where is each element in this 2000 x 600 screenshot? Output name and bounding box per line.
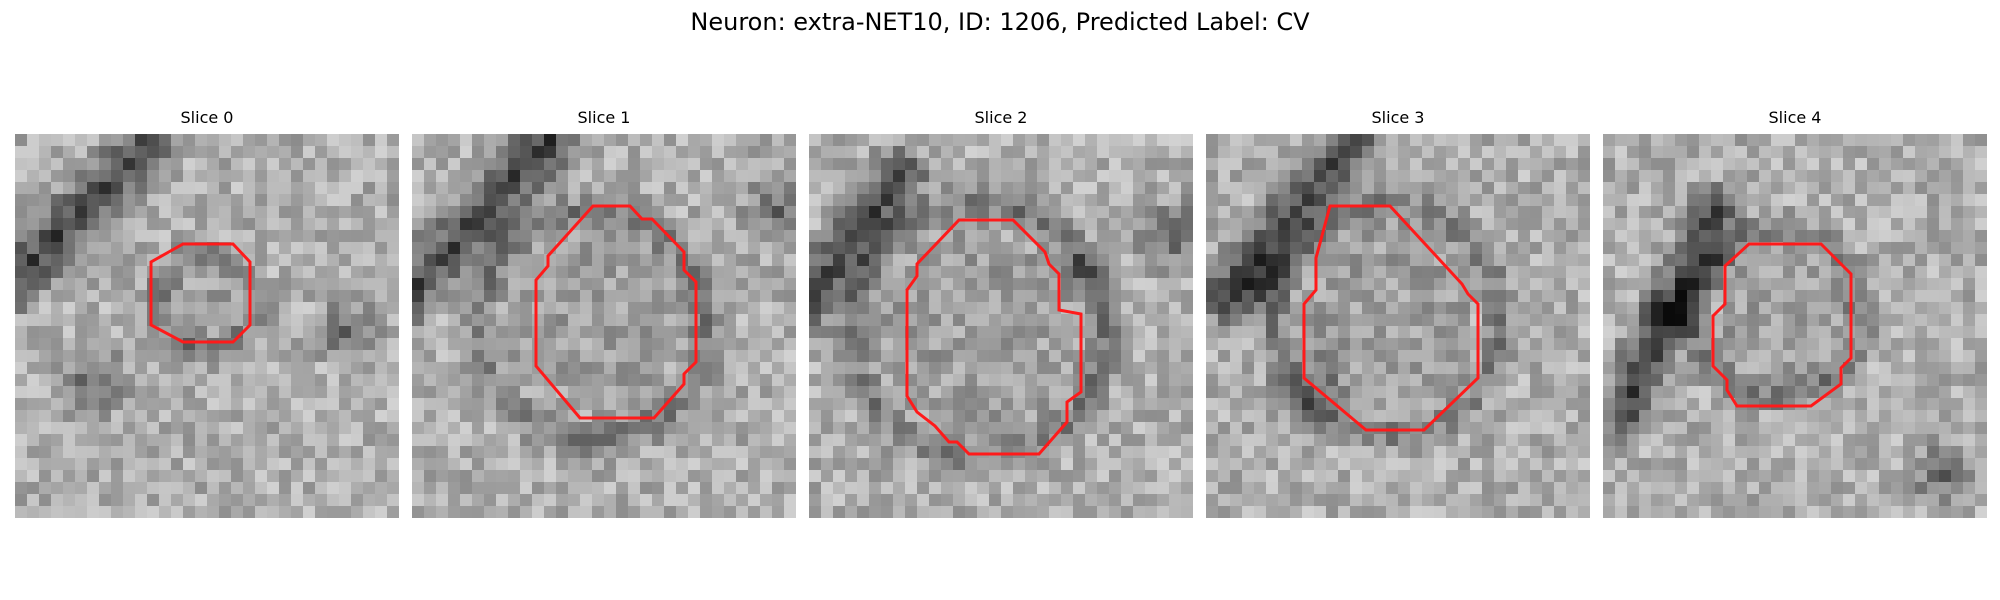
contour-overlay (905, 218, 1083, 456)
contour-overlay (1711, 242, 1853, 408)
roi-contour (905, 218, 1083, 456)
contour-overlay (1302, 204, 1480, 432)
roi-contour (149, 242, 252, 344)
slice-panel: Slice 1 (412, 108, 796, 520)
grayscale-slice-image (15, 134, 399, 518)
slice-panel: Slice 2 (809, 108, 1193, 520)
grayscale-slice-image (412, 134, 796, 518)
slice-title: Slice 1 (577, 108, 631, 127)
grayscale-slice-image (1603, 134, 1987, 518)
contour-overlay (149, 242, 252, 344)
slice-title: Slice 0 (180, 108, 234, 127)
grayscale-slice-image (1206, 134, 1590, 518)
slice-panel: Slice 4 (1603, 108, 1987, 520)
slice-title: Slice 2 (974, 108, 1028, 127)
roi-contour (1711, 242, 1853, 408)
slice-panel: Slice 0 (15, 108, 399, 520)
roi-contour (534, 204, 698, 420)
roi-contour (1302, 204, 1480, 432)
slice-title: Slice 4 (1768, 108, 1822, 127)
figure-title: Neuron: extra-NET10, ID: 1206, Predicted… (690, 8, 1310, 36)
slice-title: Slice 3 (1371, 108, 1425, 127)
slice-panel: Slice 3 (1206, 108, 1590, 520)
contour-overlay (534, 204, 698, 420)
